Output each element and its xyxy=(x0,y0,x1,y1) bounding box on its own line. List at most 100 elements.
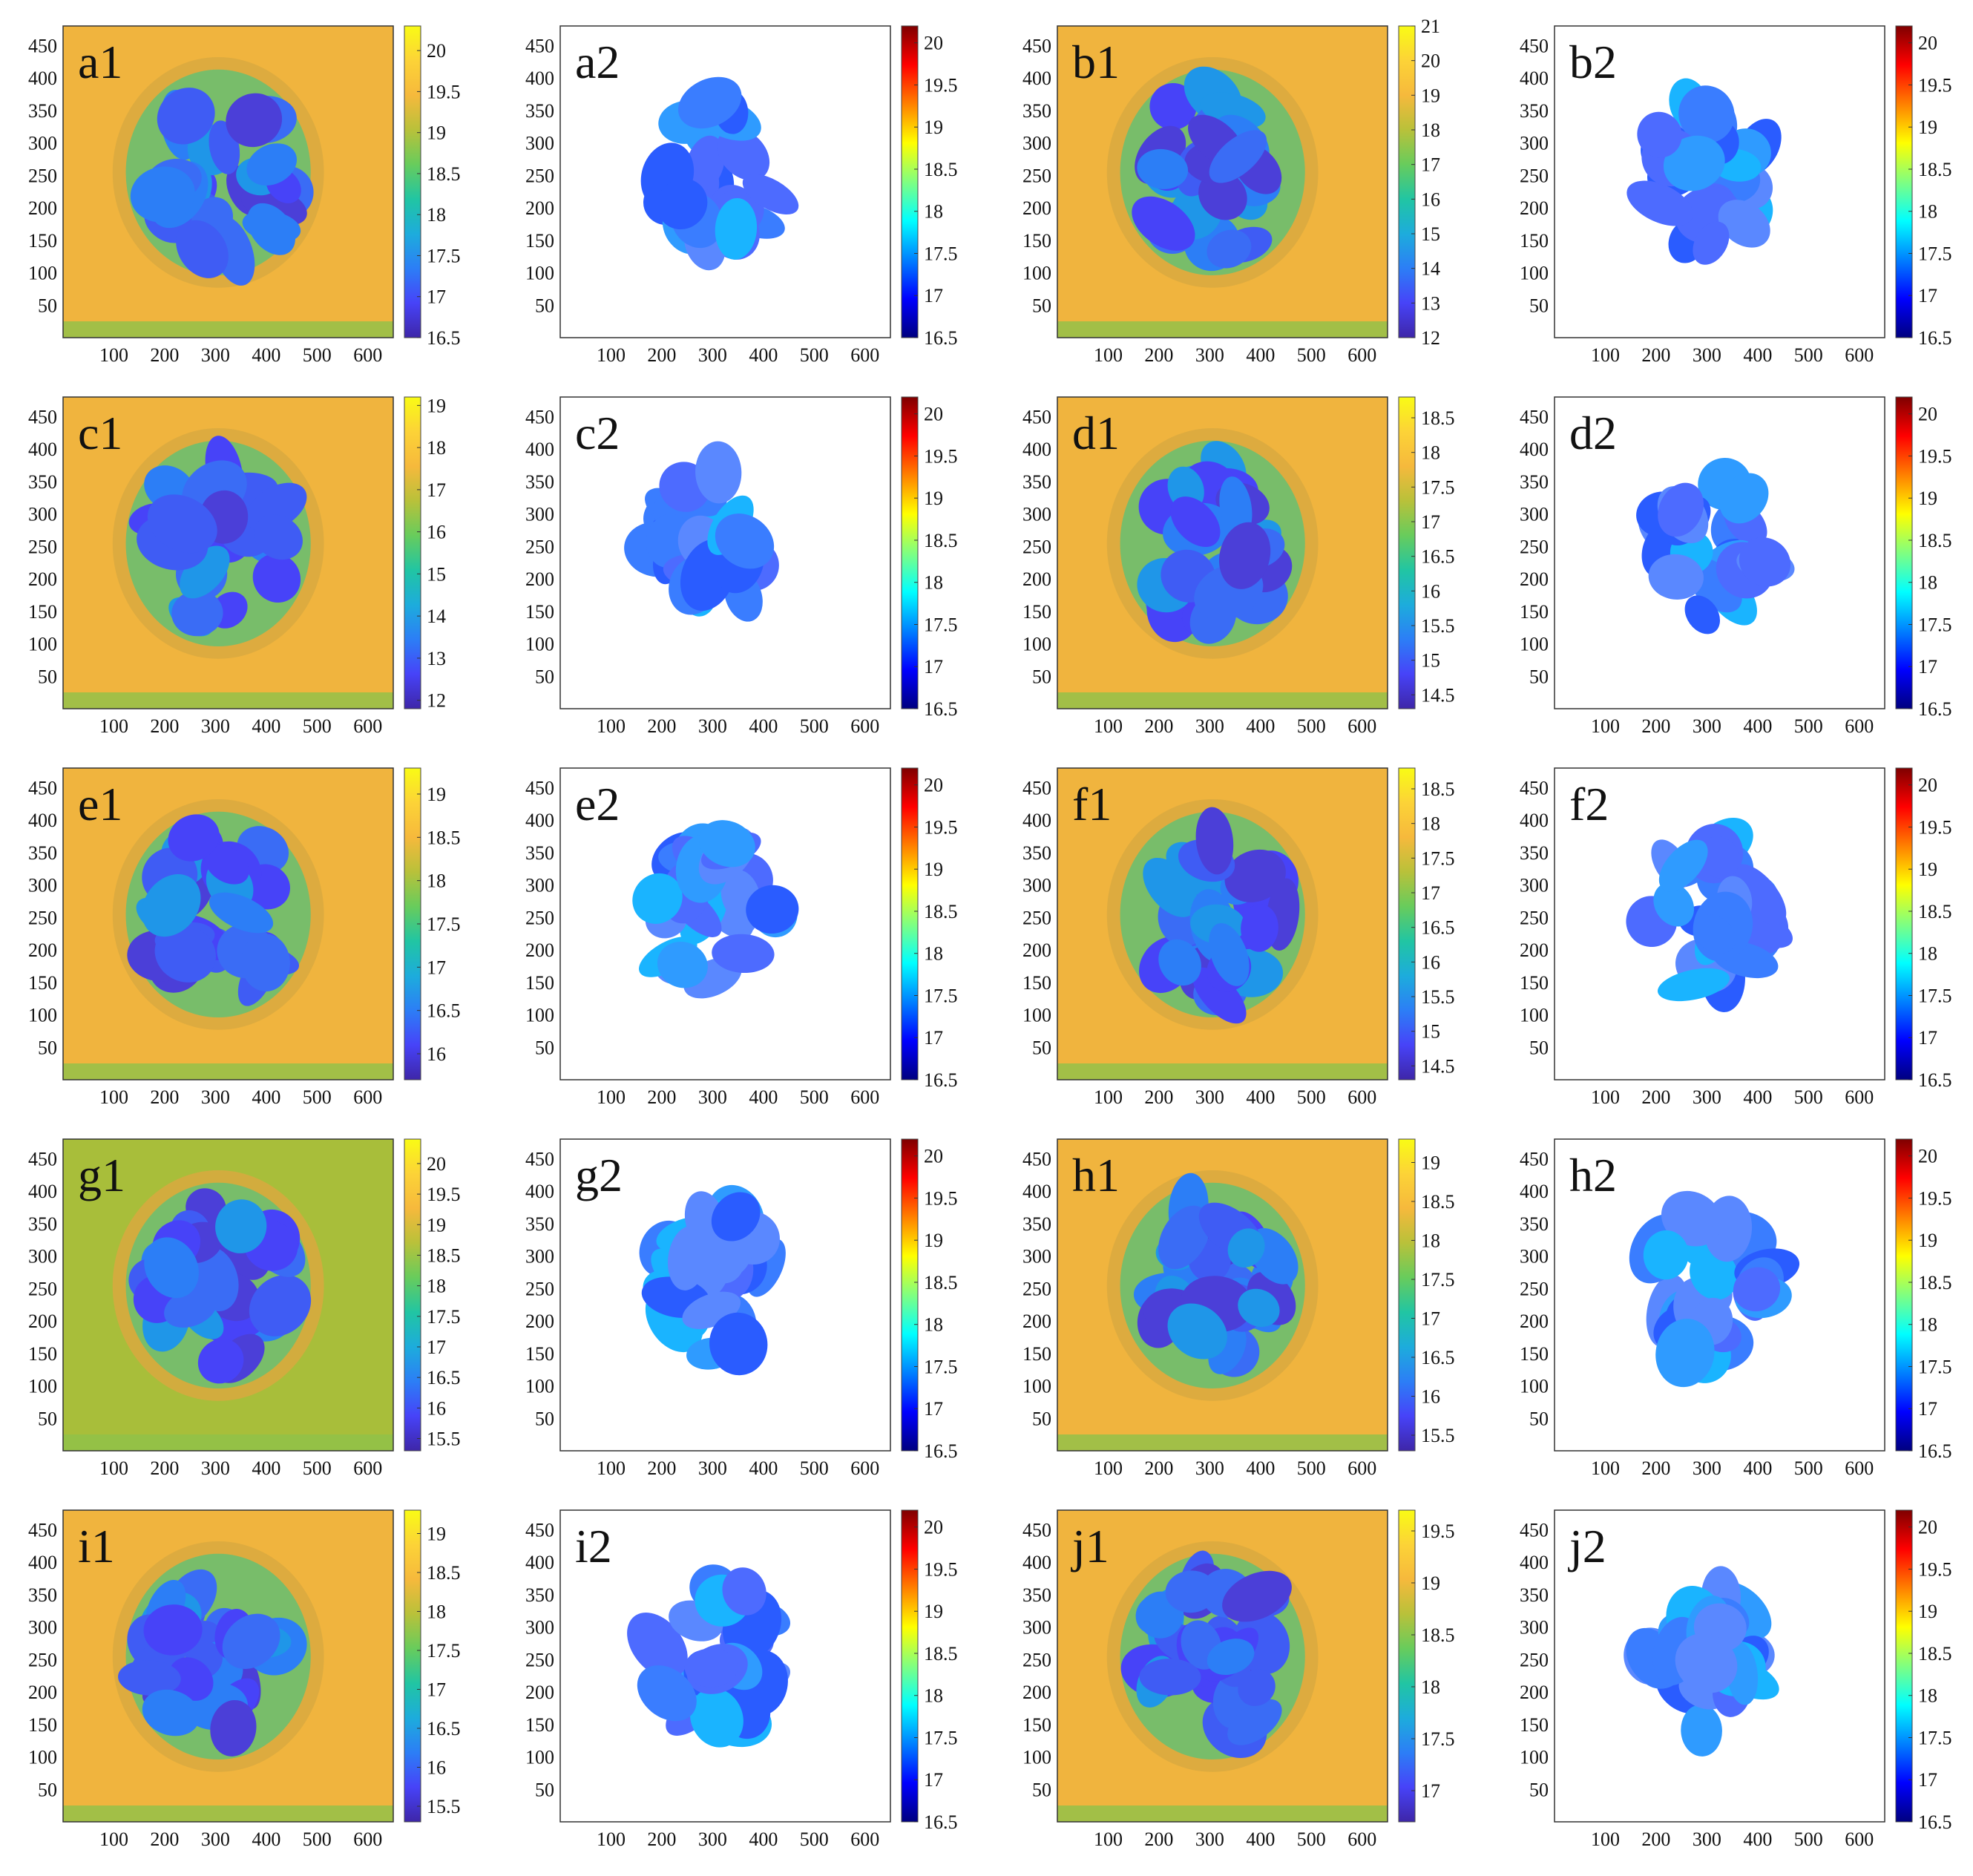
panel-label: i1 xyxy=(78,1520,115,1572)
leaf-shape xyxy=(1637,111,1682,158)
x-tick-label: 600 xyxy=(850,1086,879,1108)
y-tick-label: 450 xyxy=(525,406,554,427)
colorbar-tick-label: 15 xyxy=(1421,223,1440,245)
y-tick-label: 150 xyxy=(525,972,554,994)
colorbar-tick-label: 18.5 xyxy=(1918,159,1952,180)
panel-label: j2 xyxy=(1568,1520,1606,1572)
colorbar: 20 19.5 19 18.5 18 17.5 17 16.5 xyxy=(1895,396,1952,720)
leaf-shape xyxy=(1731,864,1787,925)
colorbar: 20 19.5 19 18.5 18 17.5 17 16.5 xyxy=(901,1509,958,1833)
x-tick-label: 500 xyxy=(1794,344,1823,366)
colorbar-tick-label: 18.5 xyxy=(1421,778,1455,800)
y-tick-label: 150 xyxy=(1022,1714,1051,1736)
colorbar-tick-label: 19 xyxy=(427,784,446,805)
colorbar-tick-label: 18 xyxy=(427,1276,446,1297)
colorbar: 20 19.5 19 18.5 18 17.5 17 16.5 xyxy=(901,1138,958,1462)
x-tick-label: 400 xyxy=(1743,344,1772,366)
colorbar-tick-label: 17 xyxy=(1421,1780,1440,1802)
y-tick-label: 350 xyxy=(525,1213,554,1235)
y-tick-label: 50 xyxy=(535,1779,554,1800)
leaf-shape xyxy=(717,128,770,181)
axes-frame xyxy=(62,396,394,709)
leaf-shape xyxy=(1699,836,1740,879)
x-tick-label: 600 xyxy=(850,1829,879,1850)
y-tick-label: 300 xyxy=(1520,133,1549,154)
y-tick-label: 350 xyxy=(1022,842,1051,864)
panel-label: h2 xyxy=(1569,1149,1617,1201)
floor-strip xyxy=(1057,1806,1388,1822)
y-tick-label: 400 xyxy=(525,810,554,831)
colorbar: 20 19.5 19 18.5 18 17.5 17 16.5 xyxy=(1895,767,1952,1091)
leaf-shape xyxy=(209,892,274,934)
y-tick-label: 250 xyxy=(28,1649,57,1670)
x-tick-label: 500 xyxy=(303,344,332,366)
y-tick-label: 400 xyxy=(1520,439,1549,460)
x-tick-label: 300 xyxy=(201,1829,230,1850)
y-tick-label: 450 xyxy=(1520,35,1549,56)
x-tick-label: 400 xyxy=(1743,715,1772,737)
leaf-shape xyxy=(1719,473,1769,524)
colorbar-tick-label: 18.5 xyxy=(1421,407,1455,429)
y-tick-label: 350 xyxy=(525,842,554,864)
panel-label: a2 xyxy=(575,36,620,88)
colorbar-tick-label: 18 xyxy=(1421,813,1440,835)
leaf-shape xyxy=(637,1665,697,1722)
panel-c2: 50 100 150 200 250 300 350 400 450 100 200 300 400 50… xyxy=(525,396,958,737)
colorbar-tick-label: 17.5 xyxy=(427,245,461,266)
x-tick-label: 200 xyxy=(1144,1829,1173,1850)
x-tick-label: 500 xyxy=(303,715,332,737)
colorbar-tick-label: 19.5 xyxy=(1918,445,1952,467)
y-tick-label: 200 xyxy=(525,1682,554,1703)
y-tick-label: 100 xyxy=(28,1376,57,1397)
leaf-shape xyxy=(657,178,708,229)
x-tick-label: 500 xyxy=(303,1457,332,1479)
x-tick-label: 200 xyxy=(150,715,179,737)
heatmap-image xyxy=(560,26,890,338)
y-tick-label: 150 xyxy=(1520,601,1549,623)
colorbar-tick-label: 16.5 xyxy=(1421,546,1455,568)
colorbar-tick-label: 18.5 xyxy=(924,1272,958,1293)
x-tick-label: 600 xyxy=(1845,1457,1874,1479)
x-tick-label: 400 xyxy=(1246,1086,1275,1108)
leaf-shape xyxy=(1718,200,1770,248)
panel-h2: 50 100 150 200 250 300 350 400 450 100 200 300 400 50… xyxy=(1520,1138,1952,1479)
x-tick-label: 400 xyxy=(749,344,778,366)
colorbar-tick-label: 18.5 xyxy=(1918,530,1952,551)
leaf-shape xyxy=(197,1339,244,1384)
colorbar-tick-label: 19.5 xyxy=(924,445,958,467)
axes-frame xyxy=(1554,1509,1885,1823)
colorbar-tick-label: 17 xyxy=(1918,285,1937,306)
y-tick-label: 200 xyxy=(28,197,57,219)
y-tick-label: 250 xyxy=(1022,907,1051,928)
colorbar-tick-label: 17 xyxy=(1421,154,1440,176)
panel-label: e1 xyxy=(78,778,122,830)
y-tick-label: 50 xyxy=(535,1037,554,1058)
colorbar-tick-label: 16.5 xyxy=(427,1718,461,1739)
x-tick-label: 100 xyxy=(597,1457,626,1479)
colorbar: 20 19.5 19 18.5 18 17.5 17 16.5 xyxy=(404,25,461,349)
x-tick-label: 500 xyxy=(800,344,829,366)
y-tick-label: 300 xyxy=(525,1617,554,1639)
leaf-shape xyxy=(632,873,683,924)
colorbar-tick-label: 20 xyxy=(1918,775,1937,796)
x-tick-label: 400 xyxy=(749,1829,778,1850)
x-tick-label: 300 xyxy=(698,715,727,737)
x-tick-label: 100 xyxy=(597,1829,626,1850)
y-tick-label: 450 xyxy=(1022,1519,1051,1541)
colorbar: 20 19.5 19 18.5 18 17.5 17 16.5 xyxy=(1895,1509,1952,1833)
y-tick-label: 200 xyxy=(1022,197,1051,219)
colorbar-gradient xyxy=(404,1138,421,1452)
x-tick-label: 500 xyxy=(1297,1829,1326,1850)
colorbar-gradient xyxy=(1895,1509,1913,1823)
x-tick-label: 500 xyxy=(1297,715,1326,737)
y-tick-label: 250 xyxy=(525,1278,554,1299)
y-tick-label: 300 xyxy=(28,1246,57,1267)
colorbar-tick-label: 19 xyxy=(924,117,943,138)
colorbar-tick-label: 19 xyxy=(427,395,446,416)
y-tick-label: 450 xyxy=(1022,1148,1051,1170)
y-tick-label: 150 xyxy=(1520,972,1549,994)
x-tick-label: 300 xyxy=(698,1086,727,1108)
x-tick-label: 200 xyxy=(1144,715,1173,737)
colorbar-tick-label: 18 xyxy=(924,1314,943,1336)
y-tick-label: 50 xyxy=(1529,1037,1549,1058)
